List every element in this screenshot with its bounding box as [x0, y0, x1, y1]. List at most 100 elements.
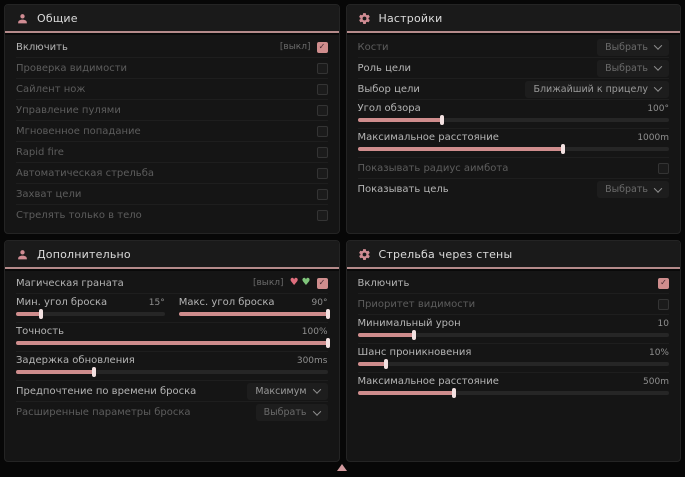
- gear-icon: [358, 12, 371, 25]
- checkbox-silent-knife[interactable]: ✓: [316, 83, 328, 95]
- toggle-row-show-aimbot-radius[interactable]: Показывать радиус аимбота ✓: [357, 158, 669, 179]
- slider-row-update-delay: Задержка обновления 300ms: [16, 352, 328, 381]
- slider-handle[interactable]: [452, 388, 457, 398]
- slider-handle[interactable]: [561, 144, 566, 154]
- select-row-target-role: Роль цели Выбрать: [357, 58, 669, 79]
- slider-handle[interactable]: [439, 115, 444, 125]
- toggle-row-visibility-check[interactable]: Проверка видимости ✓: [16, 58, 328, 79]
- toggle-row-magic-grenade[interactable]: Магическая граната [выкл] ♥ ♥ ✓: [16, 273, 328, 294]
- panel-extra: Дополнительно Магическая граната [выкл] …: [4, 240, 340, 462]
- slider-handle[interactable]: [91, 367, 96, 377]
- target-role-dropdown[interactable]: Выбрать: [597, 59, 669, 77]
- penetration-chance-slider[interactable]: [357, 359, 669, 369]
- checkbox-rapid-fire[interactable]: ✓: [316, 146, 328, 158]
- chevron-down-icon: [653, 41, 663, 50]
- penetration-chance-value: 10%: [648, 347, 669, 358]
- slider-handle[interactable]: [411, 330, 416, 340]
- throw-time-pref-dropdown[interactable]: Максимум: [247, 382, 328, 400]
- checkbox-instant-hit[interactable]: ✓: [316, 125, 328, 137]
- checkbox-show-aimbot-radius[interactable]: ✓: [658, 162, 669, 174]
- toggle-row-enable[interactable]: Включить [выкл] ✓: [16, 37, 328, 58]
- menu-grid: Общие Включить [выкл] ✓ Проверка видимос…: [4, 4, 681, 462]
- select-row-bones: Кости Выбрать: [357, 37, 669, 58]
- show-target-dropdown[interactable]: Выбрать: [597, 181, 669, 198]
- update-delay-slider[interactable]: [16, 367, 328, 377]
- slider-row-max-distance: Максимальное расстояние 1000m: [357, 129, 669, 158]
- accuracy-slider[interactable]: [16, 338, 330, 348]
- toggle-row-silent-knife[interactable]: Сайлент нож ✓: [16, 79, 328, 100]
- toggle-row-target-lock[interactable]: Захват цели ✓: [16, 184, 328, 205]
- toggle-row-wallshoot-enable[interactable]: Включить ✓: [357, 273, 669, 294]
- toggle-row-body-only[interactable]: Стрелять только в тело ✓: [16, 205, 328, 226]
- person-icon: [16, 12, 29, 25]
- select-row-target-choice: Выбор цели Ближайший к прицелу: [357, 79, 669, 100]
- max-distance-slider[interactable]: [357, 144, 669, 154]
- chevron-down-icon: [312, 406, 321, 416]
- min-damage-value: 10: [657, 318, 669, 329]
- target-choice-dropdown[interactable]: Ближайший к прицелу: [525, 80, 669, 98]
- checkbox-wallshoot-enable[interactable]: ✓: [658, 277, 669, 289]
- toggle-row-bullet-control[interactable]: Управление пулями ✓: [16, 100, 328, 121]
- toggle-row-rapid-fire[interactable]: Rapid fire ✓: [16, 142, 328, 163]
- panel-walls: Стрельба через стены Включить ✓ Приорите…: [345, 240, 681, 462]
- advanced-throw-params-dropdown[interactable]: Выбрать: [255, 404, 328, 421]
- slider-row-accuracy: Точность 100%: [16, 323, 330, 352]
- checkbox-body-only[interactable]: ✓: [316, 210, 328, 221]
- max-throw-angle-value: 90°: [311, 297, 328, 308]
- chevron-down-icon: [312, 385, 321, 394]
- slider-row-throw-angles: Мин. угол броска 15° Макс. угол броска 9…: [16, 294, 330, 323]
- gear-icon: [358, 248, 371, 261]
- panel-general: Общие Включить [выкл] ✓ Проверка видимос…: [4, 4, 340, 234]
- toggle-label: Включить: [16, 41, 68, 53]
- keybind-badge: [выкл]: [252, 278, 284, 288]
- green-heart-icon: ♥: [301, 277, 311, 288]
- max-throw-angle-slider[interactable]: [178, 309, 330, 319]
- min-throw-angle-value: 15°: [148, 297, 165, 308]
- chevron-down-icon: [653, 183, 663, 193]
- select-row-throw-time-pref: Предпочтение по времени броска Максимум: [16, 381, 328, 402]
- panel-extra-header: Дополнительно: [5, 241, 339, 269]
- accuracy-value: 100%: [301, 326, 328, 337]
- fov-value: 100°: [647, 103, 669, 114]
- checkbox-magic-grenade[interactable]: ✓: [316, 277, 328, 289]
- panel-settings: Настройки Кости Выбрать Роль цели Выбрат…: [345, 4, 681, 234]
- panel-title: Стрельба через стены: [378, 248, 513, 261]
- wall-max-distance-value: 500m: [643, 376, 669, 387]
- panel-general-header: Общие: [5, 5, 339, 33]
- bones-dropdown[interactable]: Выбрать: [597, 38, 669, 56]
- chevron-down-icon: [653, 62, 663, 71]
- select-row-show-target: Показывать цель Выбрать: [358, 179, 669, 200]
- panel-settings-header: Настройки: [346, 5, 680, 33]
- checkbox-enable[interactable]: ✓: [316, 41, 328, 53]
- slider-handle[interactable]: [383, 359, 388, 369]
- panel-walls-header: Стрельба через стены: [346, 241, 680, 269]
- person-icon: [16, 248, 29, 261]
- keybind-badge: [выкл]: [279, 42, 311, 52]
- checkbox-target-lock[interactable]: ✓: [316, 188, 328, 200]
- slider-handle[interactable]: [39, 309, 44, 319]
- panel-title: Дополнительно: [37, 248, 131, 261]
- chevron-down-icon: [653, 83, 663, 92]
- checkbox-bullet-control[interactable]: ✓: [316, 104, 328, 116]
- slider-handle[interactable]: [325, 309, 330, 319]
- slider-row-fov: Угол обзора 100°: [357, 100, 669, 129]
- pink-heart-icon: ♥: [289, 277, 299, 288]
- toggle-row-visibility-priority[interactable]: Приоритет видимости ✓: [357, 294, 669, 315]
- max-distance-value: 1000m: [637, 132, 669, 143]
- slider-handle[interactable]: [325, 338, 330, 348]
- wall-max-distance-slider[interactable]: [357, 388, 669, 398]
- min-throw-angle-slider[interactable]: [16, 309, 165, 319]
- toggle-row-instant-hit[interactable]: Мгновенное попадание ✓: [16, 121, 328, 142]
- scroll-up-indicator-icon[interactable]: [337, 464, 347, 471]
- min-damage-slider[interactable]: [357, 330, 669, 340]
- slider-row-penetration-chance: Шанс проникновения 10%: [357, 344, 669, 373]
- checkbox-visibility-priority[interactable]: ✓: [658, 298, 669, 310]
- fov-slider[interactable]: [357, 115, 669, 125]
- panel-title: Общие: [37, 12, 78, 25]
- update-delay-value: 300ms: [296, 355, 328, 366]
- select-row-advanced-throw-params: Расширенные параметры броска Выбрать: [16, 402, 328, 423]
- slider-row-wall-max-distance: Максимальное расстояние 500m: [357, 373, 669, 401]
- toggle-row-auto-fire[interactable]: Автоматическая стрельба ✓: [16, 163, 328, 184]
- checkbox-visibility-check[interactable]: ✓: [316, 62, 328, 74]
- checkbox-auto-fire[interactable]: ✓: [316, 167, 328, 179]
